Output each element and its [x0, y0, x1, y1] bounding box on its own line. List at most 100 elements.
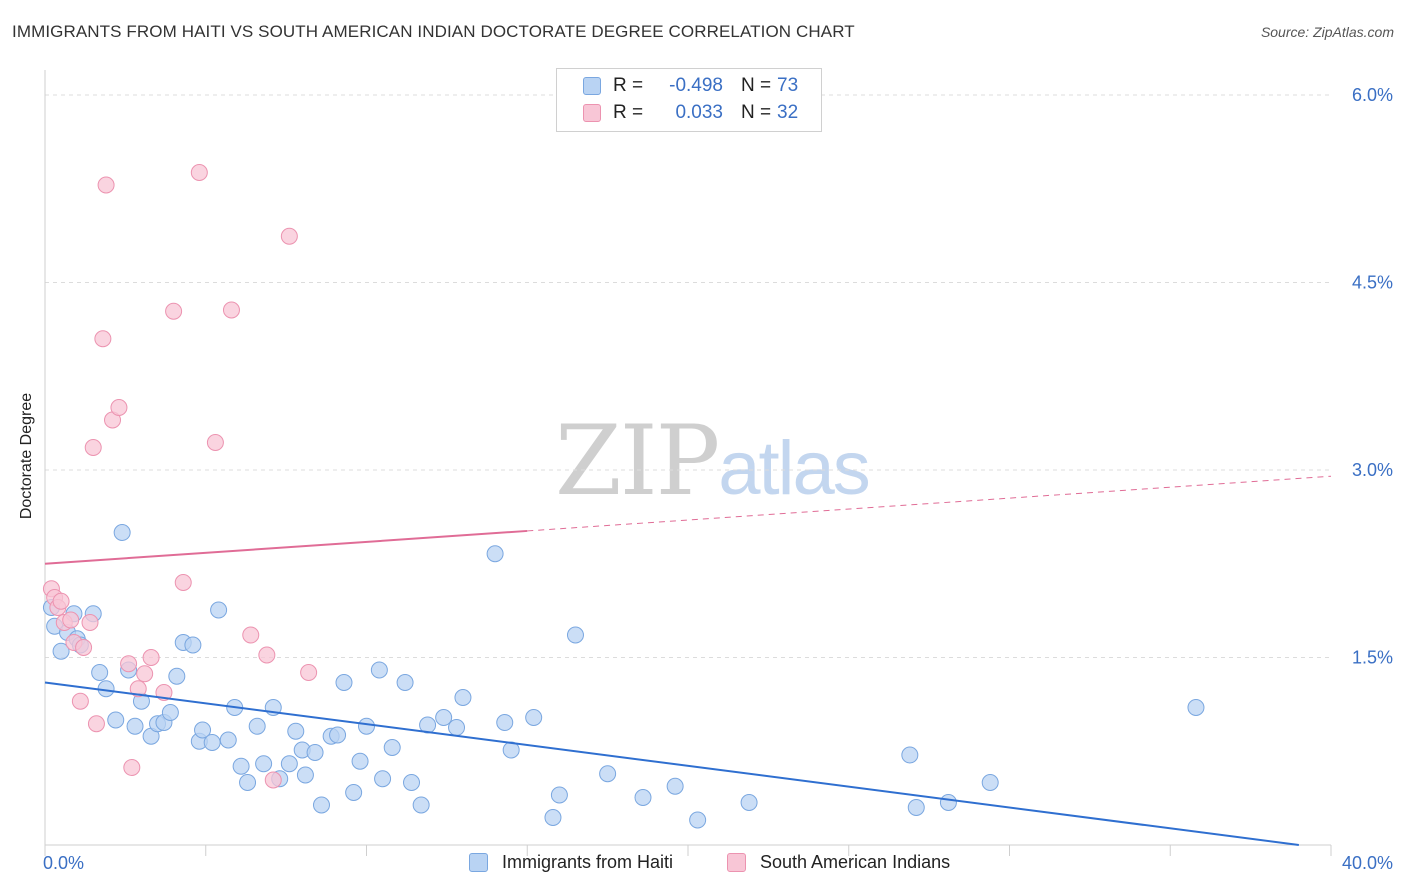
haiti-point: [126, 717, 144, 735]
legend-item-label: Immigrants from Haiti: [502, 852, 674, 872]
haiti-point: [296, 766, 314, 784]
legend-swatch-south-american: [583, 104, 601, 122]
haiti-point: [689, 811, 707, 829]
haiti-point: [486, 545, 504, 563]
haiti-point: [232, 757, 250, 775]
legend-n-value-south-american: 32: [777, 102, 799, 123]
haiti-point: [374, 770, 392, 788]
haiti-point: [1187, 699, 1205, 716]
haiti-point: [939, 794, 957, 811]
south-american-point: [110, 399, 128, 416]
legend-row-haiti: R = -0.498 N = 73: [583, 75, 798, 97]
x-tick-label: 40.0%: [1342, 853, 1393, 873]
south-american-point: [81, 614, 99, 631]
haiti-point: [525, 709, 543, 726]
south-american-point: [75, 639, 93, 656]
haiti-point: [351, 752, 369, 770]
south-american-point: [300, 664, 318, 681]
haiti-point: [435, 709, 453, 726]
haiti-point: [634, 789, 652, 806]
legend-r-value-haiti: -0.498: [669, 75, 723, 96]
south-american-trend-line: [44, 529, 528, 565]
south-american-point: [129, 680, 147, 698]
south-american-point: [97, 176, 115, 194]
haiti-point: [335, 674, 353, 691]
haiti-point: [203, 734, 221, 751]
haiti-point: [280, 755, 298, 773]
legend-item-south-american[interactable]: South American Indians: [727, 852, 950, 873]
haiti-point: [219, 731, 237, 749]
y-tick-label: 6.0%: [1352, 85, 1393, 105]
south-american-point: [87, 715, 105, 733]
legend-swatch-south-american: [727, 853, 746, 872]
haiti-point: [370, 661, 388, 679]
correlation-legend: R = -0.498 N = 73 R = 0.033 N = 32: [556, 68, 822, 132]
south-american-point: [264, 771, 282, 789]
haiti-point: [248, 717, 266, 735]
haiti-point: [396, 674, 414, 691]
south-american-point: [62, 611, 80, 629]
haiti-point: [383, 739, 401, 756]
legend-n-label: N =: [741, 102, 772, 123]
x-tick-label: 0.0%: [43, 853, 84, 873]
south-american-trend-extension: [527, 475, 1332, 532]
haiti-point: [345, 784, 363, 801]
legend-item-haiti[interactable]: Immigrants from Haiti: [469, 852, 673, 873]
south-american-point: [165, 302, 183, 320]
south-american-point: [136, 665, 154, 683]
legend-r-value-south-american: 0.033: [675, 102, 723, 123]
legend-swatch-haiti: [583, 77, 601, 95]
watermark-atlas: atlas: [718, 426, 871, 511]
haiti-point: [666, 777, 684, 795]
haiti-point: [901, 746, 919, 764]
watermark-zip: ZIP: [555, 405, 720, 517]
haiti-point: [907, 799, 925, 816]
y-tick-label: 1.5%: [1352, 648, 1393, 668]
haiti-point: [454, 689, 472, 706]
south-american-point: [84, 439, 102, 456]
south-american-point: [190, 164, 208, 181]
haiti-point: [210, 601, 228, 619]
watermark: ZIPatlas: [555, 405, 871, 517]
haiti-point: [740, 794, 758, 811]
legend-item-label: South American Indians: [760, 852, 951, 872]
haiti-point: [566, 626, 584, 644]
chart-title: IMMIGRANTS FROM HAITI VS SOUTH AMERICAN …: [12, 22, 855, 41]
haiti-point: [161, 704, 179, 721]
south-american-point: [123, 759, 141, 776]
haiti-point: [312, 796, 330, 814]
haiti-point: [287, 722, 305, 740]
haiti-point: [544, 809, 562, 826]
legend-swatch-haiti: [469, 853, 488, 872]
haiti-point: [550, 786, 568, 804]
haiti-point: [306, 744, 324, 761]
haiti-point: [184, 636, 202, 654]
haiti-point: [239, 774, 257, 791]
y-tick-label: 4.5%: [1352, 273, 1393, 293]
south-american-point: [242, 626, 260, 644]
south-american-point: [71, 692, 89, 710]
south-american-point: [258, 646, 276, 664]
haiti-point: [599, 765, 617, 783]
haiti-point: [52, 642, 70, 660]
south-american-point: [52, 592, 70, 610]
haiti-point: [255, 755, 273, 773]
legend-n-label: N =: [741, 75, 772, 96]
y-tick-label: 3.0%: [1352, 460, 1393, 480]
series-legend: Immigrants from Haiti South American Ind…: [0, 852, 1406, 876]
south-american-point: [142, 649, 160, 666]
haiti-point: [168, 667, 186, 685]
haiti-point: [496, 714, 514, 731]
haiti-trend-line: [44, 681, 1299, 846]
haiti-point: [412, 796, 430, 814]
south-american-point: [222, 301, 240, 319]
haiti-point: [194, 721, 212, 739]
south-american-point: [120, 655, 138, 673]
south-american-point: [94, 330, 112, 348]
haiti-point: [91, 664, 109, 681]
legend-r-label: R =: [613, 75, 644, 96]
legend-n-value-haiti: 73: [777, 75, 799, 96]
haiti-point: [113, 524, 131, 541]
source-label: Source: ZipAtlas.com: [1260, 24, 1394, 40]
